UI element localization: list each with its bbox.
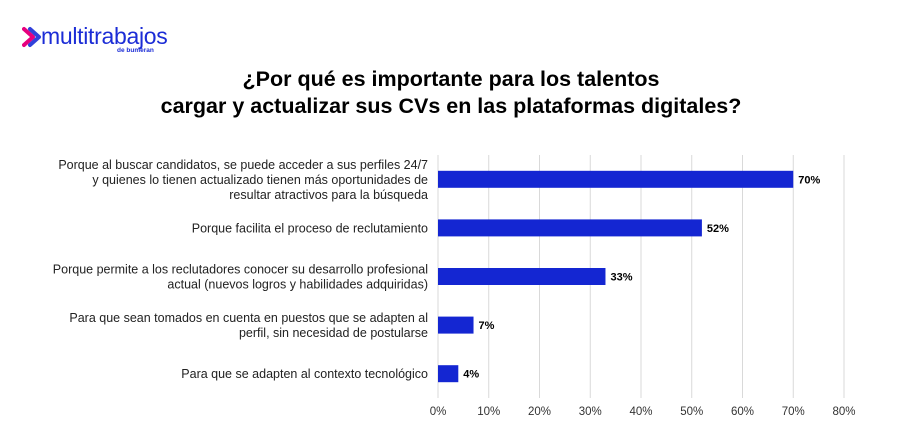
- chart-title-line-2: cargar y actualizar sus CVs en las plata…: [160, 94, 742, 118]
- x-tick-label: 10%: [477, 406, 500, 418]
- data-label: 7%: [479, 320, 495, 332]
- bar: [438, 219, 702, 237]
- data-label: 4%: [463, 369, 479, 381]
- bar: [438, 170, 794, 188]
- category-label: Porque permite a los reclutadores conoce…: [53, 263, 428, 277]
- logo-wordmark: multitrabajos: [41, 23, 168, 49]
- x-tick-label: 40%: [629, 406, 652, 418]
- x-tick-label: 50%: [680, 406, 703, 418]
- category-label: Porque facilita el proceso de reclutamie…: [192, 221, 428, 235]
- x-tick-label: 0%: [430, 406, 447, 418]
- x-tick-label: 20%: [528, 406, 551, 418]
- category-label: resultar atractivos para la búsqueda: [229, 188, 428, 202]
- category-label: y quienes lo tienen actualizado tienen m…: [92, 173, 428, 187]
- logo-arrow-icon: [22, 27, 41, 47]
- category-label: Para que se adapten al contexto tecnológ…: [181, 367, 428, 381]
- bar: [438, 316, 474, 334]
- data-label: 52%: [707, 223, 729, 235]
- bar: [438, 365, 459, 383]
- category-label: perfil, sin necesidad de postularse: [239, 326, 428, 340]
- x-tick-label: 60%: [731, 406, 754, 418]
- logo: multitrabajos de bumeran: [22, 22, 182, 56]
- data-label: 70%: [798, 174, 820, 186]
- category-label: actual (nuevos logros y habilidades adqu…: [167, 278, 428, 292]
- category-label: Para que sean tomados en cuenta en puest…: [69, 311, 428, 325]
- logo-subtitle: de bumeran: [117, 47, 154, 54]
- chart-title-line-1: ¿Por qué es importante para los talentos: [242, 67, 660, 91]
- bar: [438, 268, 606, 285]
- x-tick-label: 80%: [832, 406, 855, 418]
- chart-title: ¿Por qué es importante para los talentos…: [0, 66, 902, 120]
- x-tick-label: 70%: [782, 406, 805, 418]
- data-label: 33%: [610, 272, 632, 284]
- x-tick-label: 30%: [579, 406, 602, 418]
- category-label: Porque al buscar candidatos, se puede ac…: [58, 158, 428, 172]
